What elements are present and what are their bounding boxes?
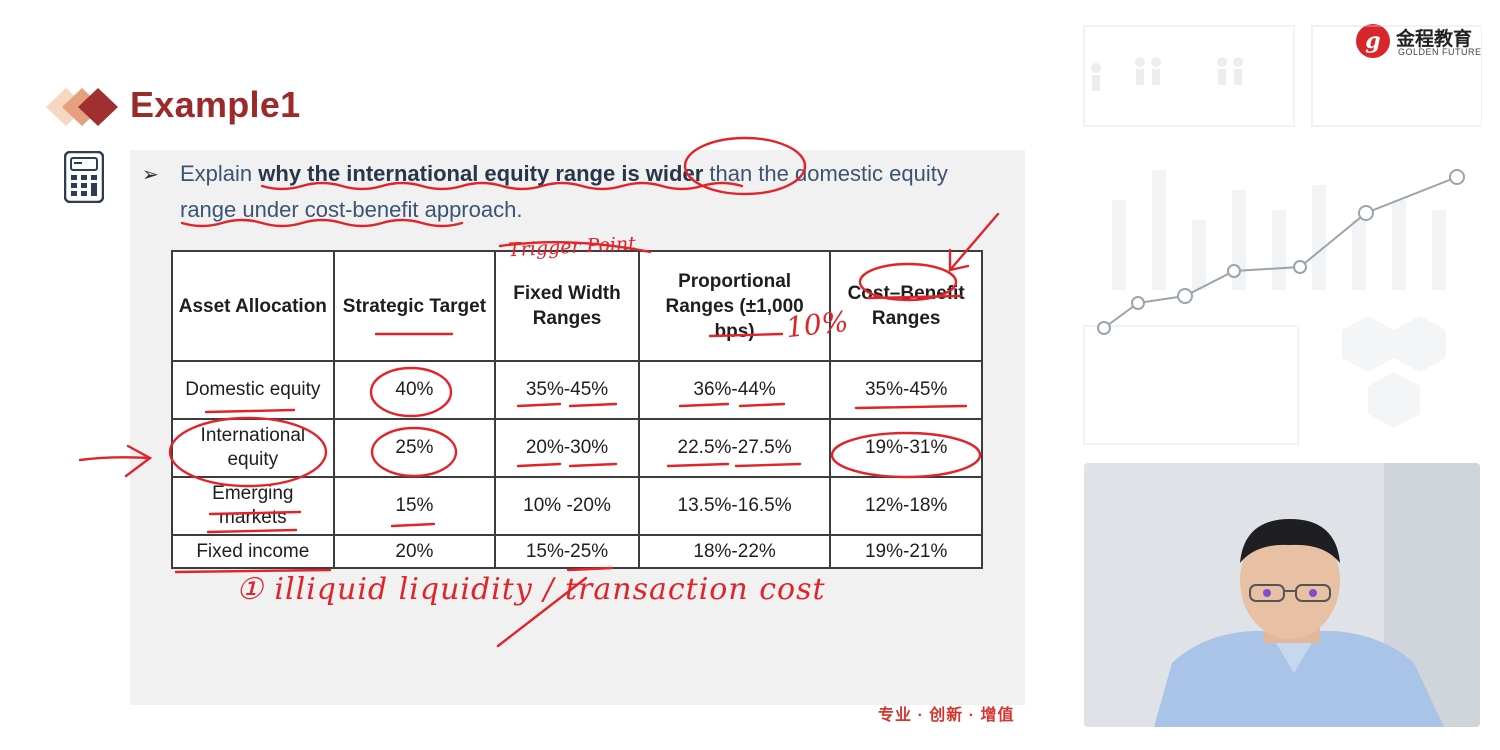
cell: 20%-30% xyxy=(494,418,640,478)
table-row: International equity 25% 20%-30% 22.5%-2… xyxy=(171,418,983,478)
logo-english-name: GOLDEN FUTURE xyxy=(1398,47,1482,57)
cell: Fixed income xyxy=(171,534,335,569)
header-proportional: Proportional Ranges (±1,000 bps) xyxy=(637,250,832,362)
cell: 35%-45% xyxy=(494,360,640,420)
cell: 15% xyxy=(332,476,497,536)
question-emphasis: why the international equity range is wi… xyxy=(258,161,704,186)
logo-chinese-name: 金程教育 xyxy=(1396,29,1473,50)
decorative-infographic-background xyxy=(1083,25,1482,445)
table-row: Fixed income 20% 15%-25% 18%-22% 19%-21% xyxy=(171,534,983,569)
title-diamond-icon xyxy=(46,88,118,126)
header-strategic-target: Strategic Target xyxy=(332,250,497,362)
cell: 12%-18% xyxy=(829,476,983,536)
cell: 19%-21% xyxy=(829,534,983,569)
slide-title: Example1 xyxy=(130,84,301,125)
cell: 10% -20% xyxy=(494,476,640,536)
question-pre: Explain xyxy=(180,161,259,186)
cell: 22.5%-27.5% xyxy=(637,418,832,478)
presenter-webcam xyxy=(1084,463,1480,727)
cell: 19%-31% xyxy=(829,418,983,478)
cell: 40% xyxy=(332,360,497,420)
cell: 15%-25% xyxy=(494,534,640,569)
bullet-arrow-icon: ➢ xyxy=(142,164,159,186)
cell: 25% xyxy=(332,418,497,478)
cell: 35%-45% xyxy=(829,360,983,420)
allocation-table: Asset Allocation Strategic Target Fixed … xyxy=(171,250,983,569)
table-row: Domestic equity 40% 35%-45% 36%-44% 35%-… xyxy=(171,360,983,420)
cell: 20% xyxy=(332,534,497,569)
annotation-bottom-note: ① illiquid liquidity / transaction cost xyxy=(236,572,826,607)
header-asset-allocation: Asset Allocation xyxy=(171,250,335,362)
header-cost-benefit: Cost–Benefit Ranges xyxy=(829,250,983,362)
calculator-icon xyxy=(64,151,104,203)
footer-slogan: 专业 · 创新 · 增值 xyxy=(878,707,1015,724)
golden-future-logo-icon: g xyxy=(1356,24,1390,58)
cell: Emerging markets xyxy=(171,476,335,536)
table-header-row: Asset Allocation Strategic Target Fixed … xyxy=(171,250,983,362)
cell: 13.5%-16.5% xyxy=(637,476,832,536)
cell: Domestic equity xyxy=(171,360,335,420)
header-fixed-width: Fixed Width Ranges xyxy=(494,250,640,362)
cell: 36%-44% xyxy=(637,360,832,420)
cell: 18%-22% xyxy=(637,534,832,569)
table-row: Emerging markets 15% 10% -20% 13.5%-16.5… xyxy=(171,476,983,536)
question-text: Explain why the international equity ran… xyxy=(180,156,970,228)
annotation-ten-percent: 10% xyxy=(784,304,850,345)
cell: International equity xyxy=(171,418,335,478)
presenter-image xyxy=(1084,463,1480,727)
